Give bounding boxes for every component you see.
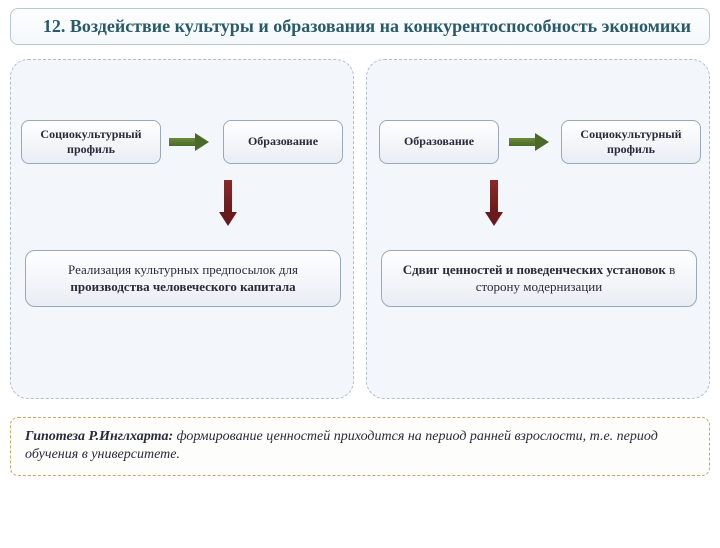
right-node-education: Образование — [379, 120, 499, 164]
arrow-right-icon — [169, 135, 209, 149]
panel-left: Социокультурный профиль Образование Реал… — [10, 59, 354, 399]
diagram-panels: Социокультурный профиль Образование Реал… — [10, 59, 710, 399]
left-bottom-node: Реализация культурных предпосылок для пр… — [25, 250, 341, 307]
left-node-education: Образование — [223, 120, 343, 164]
left-bottom-bold: производства человеческого капитала — [70, 279, 295, 294]
right-node-education-label: Образование — [404, 134, 474, 148]
right-node-sociocultural: Социокультурный профиль — [561, 120, 701, 164]
footer-hypothesis: Гипотеза Р.Инглхарта: формирование ценно… — [10, 417, 710, 477]
right-bottom-node: Сдвиг ценностей и поведенческих установо… — [381, 250, 697, 307]
arrow-right-icon — [509, 135, 549, 149]
arrow-down-icon — [221, 180, 235, 226]
right-node-sociocultural-label: Социокультурный профиль — [568, 127, 694, 156]
panel-right: Образование Социокультурный профиль Сдви… — [366, 59, 710, 399]
right-bottom-bold: Сдвиг ценностей и поведенческих установо… — [403, 262, 666, 277]
left-node-sociocultural: Социокультурный профиль — [21, 120, 161, 164]
arrow-down-icon — [487, 180, 501, 226]
left-bottom-prefix: Реализация культурных предпосылок для — [68, 262, 298, 277]
footer-lead: Гипотеза Р.Инглхарта: — [25, 429, 173, 444]
page-title: 12. Воздействие культуры и образования н… — [10, 8, 710, 45]
left-node-education-label: Образование — [248, 134, 318, 148]
left-node-sociocultural-label: Социокультурный профиль — [28, 127, 154, 156]
